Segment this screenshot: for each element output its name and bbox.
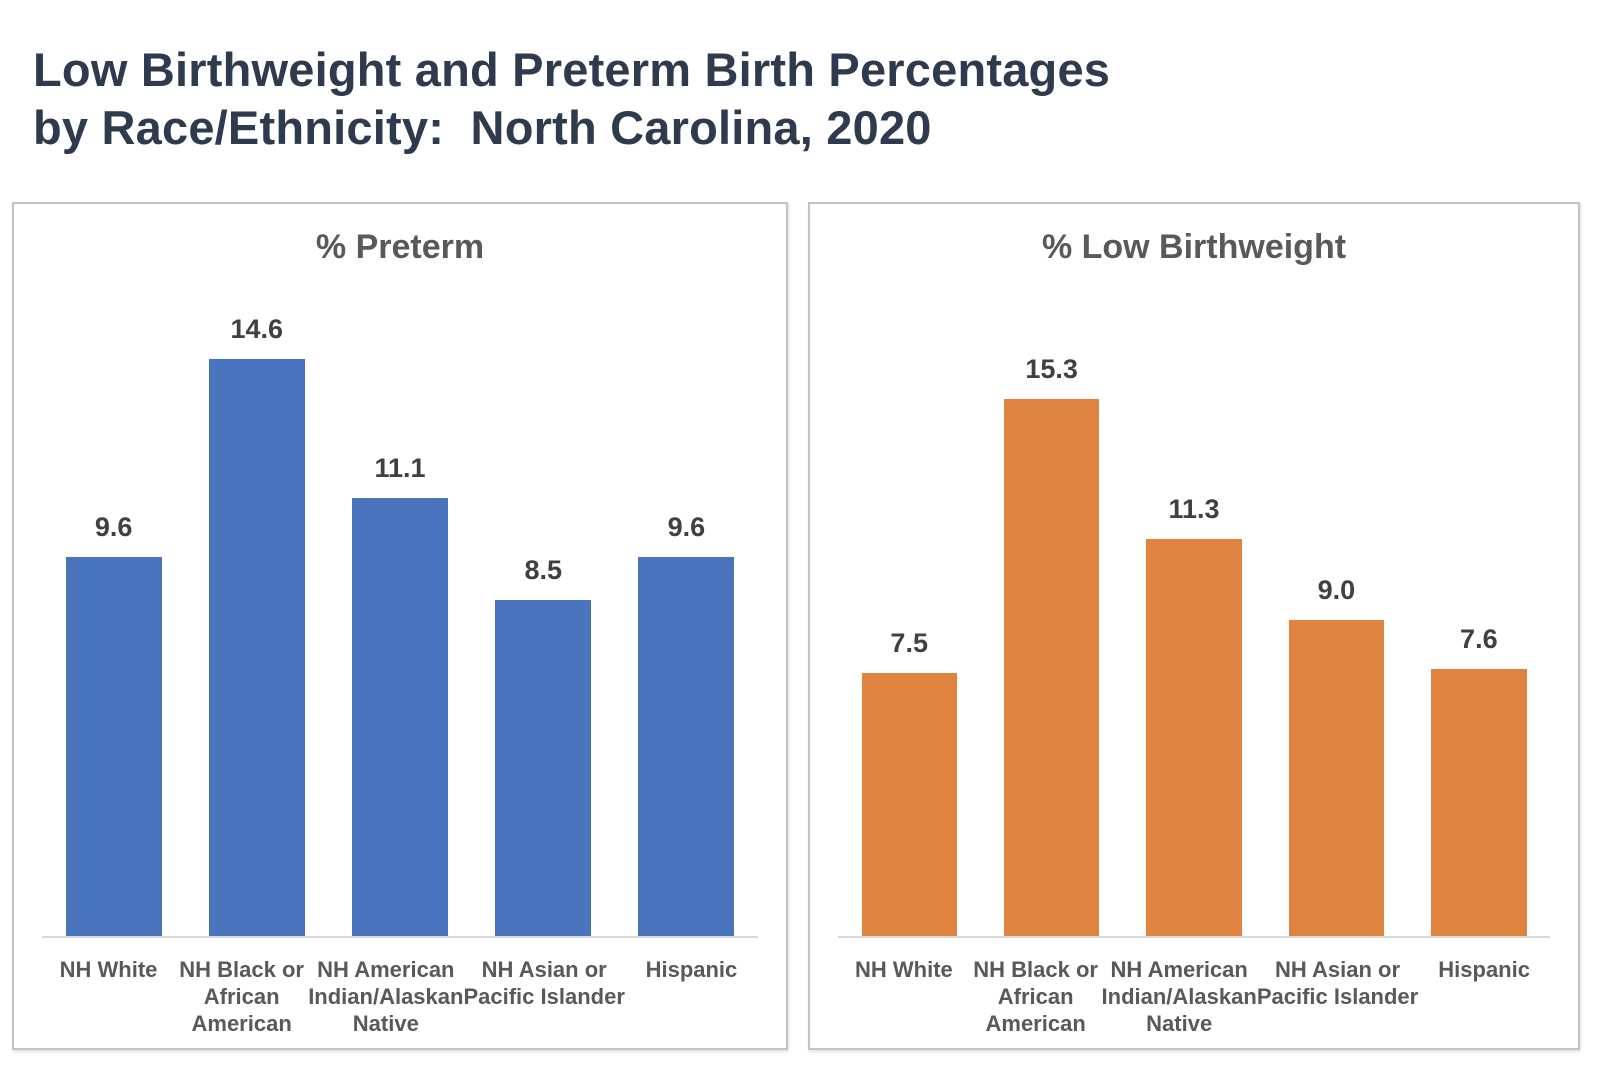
bar-column: 11.3 (1123, 304, 1265, 936)
bar (1146, 539, 1242, 936)
category-label: NH Black or African American (973, 957, 1098, 1036)
category-label: NH Black or African American (179, 957, 304, 1036)
bar-value-label: 11.3 (1168, 494, 1220, 524)
category-axis: NH White NH Black or African American NH Ame… (42, 956, 758, 1037)
chart-title: % Low Birthweight (1041, 228, 1347, 266)
bar (1003, 399, 1100, 936)
chart-panel-low-birthweight: % Low Birthweight 7.5 15.3 11.3 9.0 7.6 NH W… (808, 202, 1580, 1050)
bar (861, 673, 957, 936)
bar-value-label: 9.6 (94, 512, 133, 542)
bar (1288, 620, 1385, 936)
bar-column: 9.6 (42, 304, 185, 936)
category-label: Hispanic (1438, 957, 1530, 982)
bar-value-label: 9.6 (667, 512, 706, 542)
category-label: NH White (855, 957, 953, 982)
bar-value-label: 8.5 (524, 555, 562, 585)
bar-column: 7.6 (1408, 304, 1550, 936)
category-axis: NH White NH Black or African American NH Ame… (838, 956, 1550, 1037)
chart-panel-preterm: % Preterm 9.6 14.6 11.1 8.5 9.6 NH White NH B… (12, 202, 788, 1050)
bar-column: 14.6 (185, 304, 328, 936)
plot-area: 7.5 15.3 11.3 9.0 7.6 (838, 304, 1550, 936)
bar-value-label: 7.6 (1460, 624, 1498, 654)
category-label: Hispanic (645, 957, 738, 982)
bar-column: 9.0 (1265, 304, 1407, 936)
category-label: NH American Indian/Alaskan Native (1101, 957, 1257, 1036)
category-label: NH Asian or Pacific Islander (1256, 957, 1419, 1009)
x-axis-line (42, 936, 758, 938)
bar-value-label: 11.1 (374, 453, 426, 483)
bar-column: 8.5 (472, 304, 615, 936)
bar (495, 600, 592, 936)
bar (65, 557, 162, 936)
bar (352, 498, 448, 936)
bar (208, 359, 305, 936)
bar-column: 11.1 (328, 304, 471, 936)
bar (1431, 669, 1527, 936)
bar-value-label: 9.0 (1317, 575, 1356, 605)
bar (638, 557, 735, 936)
category-label: NH American Indian/Alaskan Native (308, 957, 464, 1036)
plot-area: 9.6 14.6 11.1 8.5 9.6 (42, 304, 758, 936)
page-title: Low Birthweight and Preterm Birth Percen… (33, 43, 1111, 155)
bar-value-label: 7.5 (890, 628, 928, 658)
category-label: NH White (59, 957, 158, 982)
chart-title: % Preterm (315, 228, 485, 266)
x-axis-line (838, 936, 1550, 938)
bar-column: 15.3 (980, 304, 1122, 936)
bar-value-label: 15.3 (1025, 354, 1078, 384)
bar-column: 9.6 (615, 304, 758, 936)
bar-value-label: 14.6 (230, 314, 284, 344)
bar-column: 7.5 (838, 304, 980, 936)
category-label: NH Asian or Pacific Islander (463, 957, 625, 1009)
